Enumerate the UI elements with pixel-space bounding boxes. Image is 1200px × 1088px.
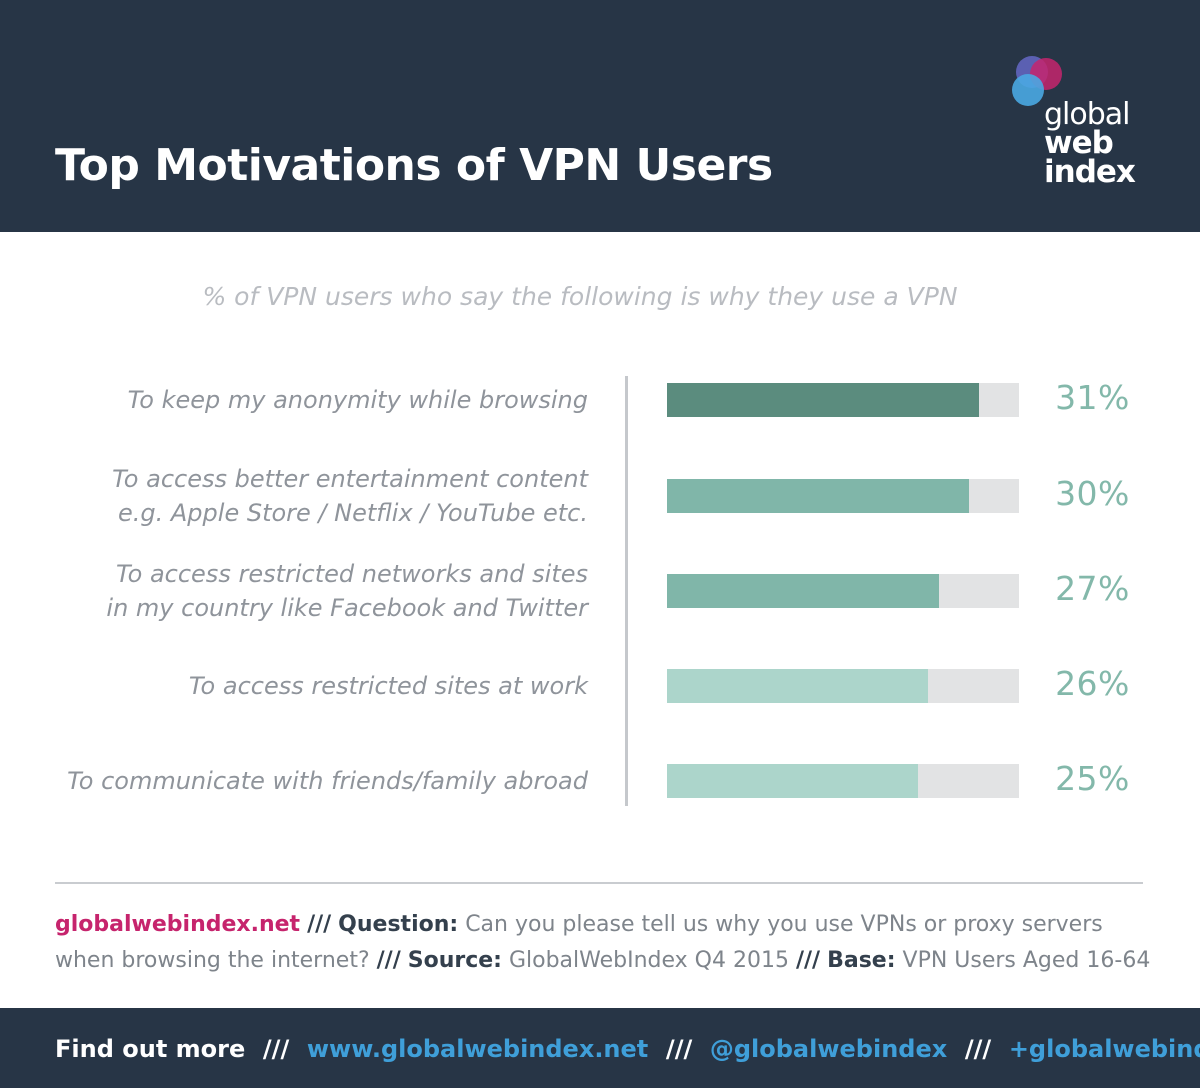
- bar: [667, 479, 969, 513]
- bar-chart: To keep my anonymity while browsing 31% To…: [0, 360, 1200, 830]
- find-out-more: Find out more: [55, 1035, 246, 1063]
- bar-track: [667, 669, 1019, 703]
- bar-value-label: 30%: [1055, 474, 1130, 513]
- bar-row: To access better entertainment content e…: [0, 456, 1200, 536]
- bar-category-label: To access restricted networks and sites …: [106, 560, 588, 622]
- gplus-link[interactable]: +globalwebindex: [1008, 1035, 1200, 1063]
- bar-row: To keep my anonymity while browsing 31%: [0, 360, 1200, 440]
- bar-value-label: 25%: [1055, 759, 1130, 798]
- twitter-link[interactable]: @globalwebindex: [709, 1035, 948, 1063]
- source-text: GlobalWebIndex Q4 2015: [508, 948, 789, 973]
- bar: [667, 669, 928, 703]
- note-sep: ///: [795, 948, 821, 973]
- note-sep: ///: [307, 912, 332, 937]
- base-text: VPN Users Aged 16-64: [902, 948, 1151, 973]
- page-title: Top Motivations of VPN Users: [55, 140, 773, 191]
- bar: [667, 764, 918, 798]
- logo-circles-icon: [1012, 56, 1062, 106]
- chart-subtitle: % of VPN users who say the following is …: [202, 282, 958, 311]
- bar-track: [667, 479, 1019, 513]
- bar-track: [667, 574, 1019, 608]
- bar-category-label: To access better entertainment content e…: [112, 465, 588, 527]
- bar-value-label: 31%: [1055, 378, 1130, 417]
- bar: [667, 383, 979, 417]
- note-sep: ///: [376, 948, 401, 973]
- header-bar: Top Motivations of VPN Users global web …: [0, 0, 1200, 232]
- source-note: globalwebindex.net /// Question: Can you…: [55, 907, 1155, 979]
- logo-line-web: web: [1044, 125, 1114, 161]
- note-site[interactable]: globalwebindex.net: [55, 912, 301, 937]
- logo-line-global: global: [1044, 97, 1130, 132]
- logo-line-index: index: [1044, 154, 1136, 190]
- footer-sep: ///: [665, 1035, 693, 1063]
- bar-track: [667, 764, 1019, 798]
- bar-value-label: 27%: [1055, 569, 1130, 608]
- website-link[interactable]: www.globalwebindex.net: [306, 1035, 649, 1063]
- bar-value-label: 26%: [1055, 664, 1130, 703]
- bar-category-label: To access restricted sites at work: [188, 672, 588, 700]
- bar-row: To access restricted networks and sites …: [0, 551, 1200, 631]
- bar-category-label: To communicate with friends/family abroa…: [67, 767, 588, 795]
- question-key: Question:: [338, 912, 459, 937]
- divider: [55, 882, 1143, 884]
- source-key: Source:: [407, 948, 502, 973]
- footer-bar: Find out more /// www.globalwebindex.net…: [0, 1008, 1200, 1088]
- base-key: Base:: [827, 948, 896, 973]
- bar-category-label: To keep my anonymity while browsing: [127, 386, 588, 414]
- chart-axis-line: [625, 376, 628, 806]
- globalwebindex-logo: global web index: [1000, 44, 1160, 194]
- footer-sep: ///: [964, 1035, 992, 1063]
- bar: [667, 574, 939, 608]
- question-text: Can you please tell us why you use VPNs …: [55, 912, 1103, 973]
- bar-row: To communicate with friends/family abroa…: [0, 741, 1200, 821]
- bar-row: To access restricted sites at work 26%: [0, 646, 1200, 726]
- bar-track: [667, 383, 1019, 417]
- footer-sep: ///: [262, 1035, 290, 1063]
